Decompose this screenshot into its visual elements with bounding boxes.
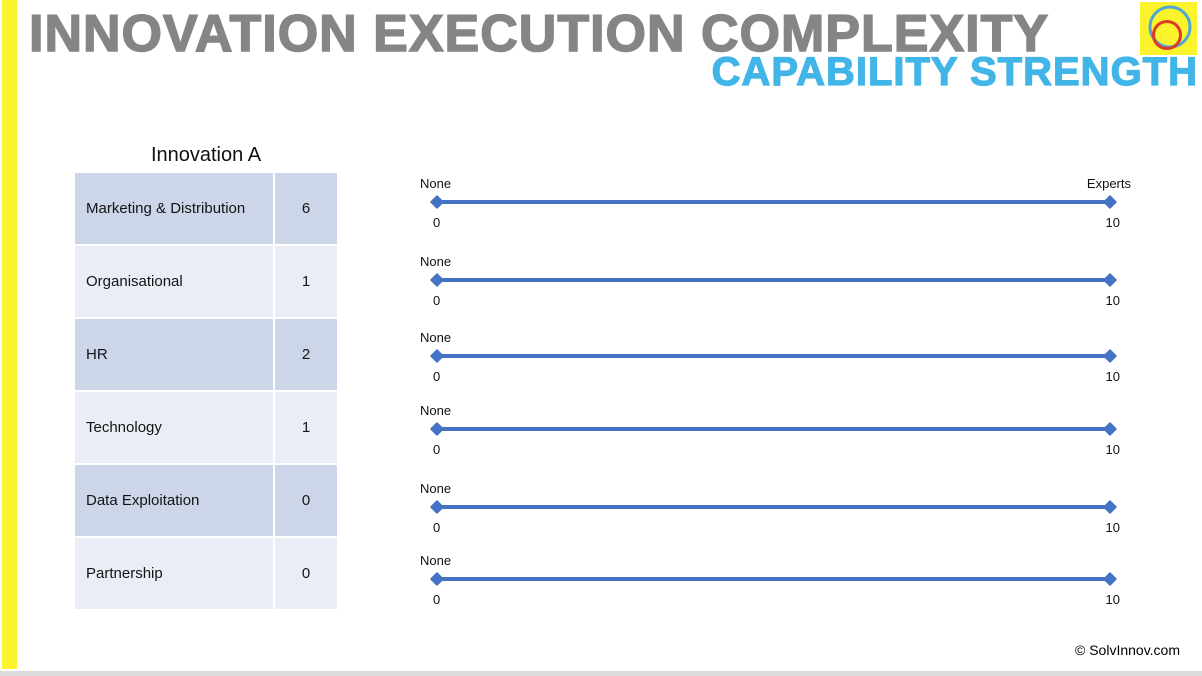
page-subtitle: CAPABILITY STRENGTH bbox=[711, 50, 1198, 94]
copyright-credit: © SolvInnov.com bbox=[1075, 642, 1180, 658]
capability-slider-row-4: None 0 10 bbox=[420, 403, 1131, 459]
slider-max-label: 10 bbox=[1105, 442, 1120, 457]
capability-value-cell: 2 bbox=[275, 319, 337, 390]
slider-track[interactable] bbox=[437, 427, 1110, 431]
capability-slider-row-6: None 0 10 bbox=[420, 553, 1131, 609]
capability-slider-row-3: None 0 10 bbox=[420, 330, 1131, 386]
capability-label-cell: Data Exploitation bbox=[75, 465, 273, 536]
slider-none-label: None bbox=[420, 403, 452, 418]
slider-none-label: None bbox=[420, 553, 452, 568]
slider-track[interactable] bbox=[437, 278, 1110, 282]
slider-handle-left[interactable] bbox=[429, 499, 445, 515]
slider-handle-right[interactable] bbox=[1102, 272, 1118, 288]
slider-none-label: None bbox=[420, 481, 452, 496]
capability-label-cell: Technology bbox=[75, 392, 273, 463]
bottom-border bbox=[0, 671, 1202, 676]
slider-handle-right[interactable] bbox=[1102, 571, 1118, 587]
capability-value-cell: 1 bbox=[275, 246, 337, 317]
slider-min-label: 0 bbox=[433, 520, 441, 535]
capability-value-cell: 0 bbox=[275, 538, 337, 609]
slider-track[interactable] bbox=[437, 200, 1110, 204]
slider-experts-label: Experts bbox=[1086, 176, 1131, 191]
slider-min-label: 0 bbox=[433, 592, 441, 607]
slider-handle-left[interactable] bbox=[429, 272, 445, 288]
capability-table: Marketing & Distribution 6 Organisationa… bbox=[75, 173, 337, 609]
capability-value-cell: 0 bbox=[275, 465, 337, 536]
slider-handle-right[interactable] bbox=[1102, 499, 1118, 515]
slider-max-label: 10 bbox=[1105, 293, 1120, 308]
slider-min-label: 0 bbox=[433, 293, 441, 308]
slider-track[interactable] bbox=[437, 505, 1110, 509]
slider-handle-right[interactable] bbox=[1102, 348, 1118, 364]
capability-label-cell: Partnership bbox=[75, 538, 273, 609]
capability-slider-row-1: None Experts 0 10 bbox=[420, 176, 1131, 232]
slider-max-label: 10 bbox=[1105, 592, 1120, 607]
slider-handle-left[interactable] bbox=[429, 421, 445, 437]
slider-handle-left[interactable] bbox=[429, 571, 445, 587]
slider-min-label: 0 bbox=[433, 215, 441, 230]
slider-none-label: None bbox=[420, 330, 452, 345]
slider-max-label: 10 bbox=[1105, 369, 1120, 384]
slider-max-label: 10 bbox=[1105, 520, 1120, 535]
capability-label-cell: HR bbox=[75, 319, 273, 390]
capability-label-cell: Marketing & Distribution bbox=[75, 173, 273, 244]
slider-none-label: None bbox=[420, 176, 452, 191]
logo-inner-circle bbox=[1152, 20, 1182, 50]
capability-label-cell: Organisational bbox=[75, 246, 273, 317]
page-title: INNOVATION EXECUTION COMPLEXITY bbox=[28, 5, 1050, 63]
table-title: Innovation A bbox=[150, 144, 262, 166]
slider-track[interactable] bbox=[437, 577, 1110, 581]
slider-min-label: 0 bbox=[433, 369, 441, 384]
slider-handle-right[interactable] bbox=[1102, 194, 1118, 210]
slider-max-label: 10 bbox=[1105, 215, 1120, 230]
slider-none-label: None bbox=[420, 254, 452, 269]
slider-handle-left[interactable] bbox=[429, 194, 445, 210]
capability-slider-row-2: None 0 10 bbox=[420, 254, 1131, 310]
slider-handle-right[interactable] bbox=[1102, 421, 1118, 437]
slider-handle-left[interactable] bbox=[429, 348, 445, 364]
capability-value-cell: 1 bbox=[275, 392, 337, 463]
slider-track[interactable] bbox=[437, 354, 1110, 358]
solvinnov-logo-icon bbox=[1140, 2, 1197, 55]
left-accent-bar bbox=[2, 0, 17, 669]
capability-value-cell: 6 bbox=[275, 173, 337, 244]
capability-slider-row-5: None 0 10 bbox=[420, 481, 1131, 537]
slider-min-label: 0 bbox=[433, 442, 441, 457]
